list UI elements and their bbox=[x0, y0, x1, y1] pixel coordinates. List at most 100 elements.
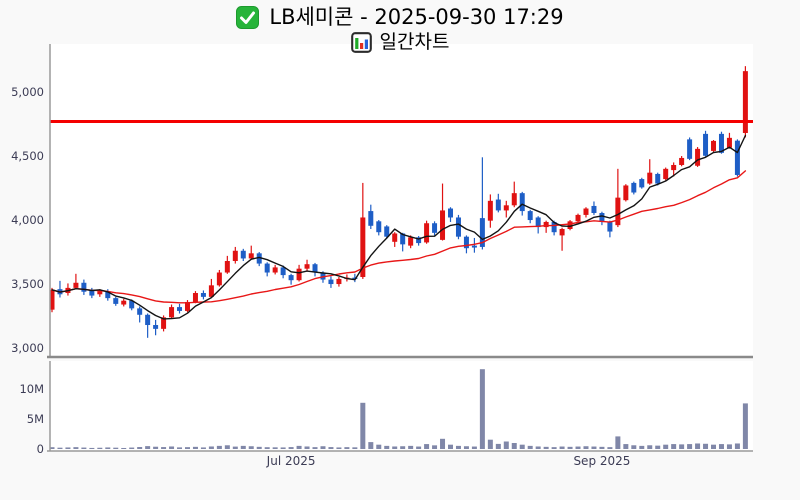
volume-bar bbox=[240, 445, 246, 449]
volume-bar bbox=[153, 446, 159, 449]
volume-bar bbox=[535, 446, 541, 449]
x-tick-label: Jul 2025 bbox=[266, 454, 316, 468]
volume-bar bbox=[97, 447, 103, 449]
candle-down bbox=[384, 226, 390, 237]
candle-up bbox=[575, 214, 581, 222]
candle-up bbox=[169, 307, 175, 318]
volume-bar bbox=[479, 369, 485, 449]
candle-down bbox=[376, 221, 382, 233]
candle-up bbox=[559, 228, 565, 236]
volume-bar bbox=[49, 447, 55, 449]
volume-bar bbox=[400, 446, 406, 449]
volume-bar bbox=[615, 436, 621, 449]
volume-bar bbox=[360, 402, 366, 449]
candle-up bbox=[440, 210, 446, 240]
candle-up bbox=[543, 221, 549, 228]
volume-bar bbox=[607, 447, 613, 449]
volume-bar bbox=[623, 444, 629, 449]
candle-down bbox=[264, 263, 270, 273]
axis-labels: 3,000 3,500 4,000 4,500 5,000 0 5M 10M Jul 2025 S… bbox=[11, 85, 630, 468]
candle-down bbox=[495, 199, 501, 211]
check-box-icon bbox=[236, 5, 260, 29]
volume-bar bbox=[272, 447, 278, 449]
candle-down bbox=[527, 211, 533, 221]
volume-bar bbox=[320, 446, 326, 449]
volume-bar bbox=[81, 447, 87, 449]
candle-up bbox=[208, 285, 214, 297]
candle-up bbox=[248, 253, 254, 259]
candle-up bbox=[408, 237, 414, 246]
candle-down bbox=[432, 223, 438, 233]
candle-down bbox=[400, 233, 406, 245]
volume-bar bbox=[192, 446, 198, 449]
volume-bar bbox=[129, 447, 135, 449]
volume-bar bbox=[575, 446, 581, 449]
volume-bar bbox=[312, 447, 318, 449]
volume-bar bbox=[718, 444, 724, 449]
volume-bar bbox=[424, 444, 430, 449]
price-tick-label: 5,000 bbox=[11, 85, 44, 99]
candle-down bbox=[145, 314, 151, 326]
candle-down bbox=[89, 290, 95, 296]
volume-bar bbox=[663, 444, 669, 449]
volume-bar bbox=[703, 443, 709, 449]
candle-down bbox=[113, 298, 119, 304]
volume-bar bbox=[408, 445, 414, 449]
chart-subtitle: 일간차트 bbox=[379, 31, 450, 53]
candle-up bbox=[615, 197, 621, 226]
volume-tick-label: 10M bbox=[19, 382, 44, 396]
candle-up bbox=[121, 300, 127, 305]
candle-up bbox=[695, 148, 701, 166]
candle-down bbox=[535, 217, 541, 228]
candle-down bbox=[129, 300, 135, 309]
candle-up bbox=[161, 317, 167, 329]
chart-subtitle-row: 일간차트 bbox=[0, 31, 800, 54]
volume-bar bbox=[583, 446, 589, 449]
candle-down bbox=[200, 293, 206, 297]
volume-bar bbox=[256, 446, 262, 449]
candle-down bbox=[591, 205, 597, 213]
volume-bar bbox=[416, 446, 422, 449]
volume-bar bbox=[440, 438, 446, 449]
candle-down bbox=[312, 264, 318, 273]
candle-down bbox=[471, 245, 477, 248]
candle-down bbox=[416, 237, 422, 244]
volume-bar bbox=[376, 444, 382, 449]
candle-down bbox=[280, 267, 286, 276]
candle-up bbox=[232, 250, 238, 262]
volume-bar bbox=[599, 446, 605, 449]
volume-bar bbox=[551, 447, 557, 449]
candle-down bbox=[81, 282, 87, 292]
candle-up bbox=[97, 291, 103, 295]
volume-bar bbox=[288, 447, 294, 449]
volume-bar bbox=[591, 446, 597, 449]
volume-bar bbox=[65, 447, 71, 449]
volume-tick-label: 0 bbox=[37, 442, 44, 456]
candle-down bbox=[328, 279, 334, 285]
volume-bar bbox=[655, 445, 661, 449]
candle-down bbox=[655, 173, 661, 184]
price-pane bbox=[50, 44, 753, 356]
candle-up bbox=[192, 293, 198, 302]
price-tick-label: 4,000 bbox=[11, 213, 44, 227]
volume-bar bbox=[742, 403, 748, 449]
candle-up bbox=[487, 200, 493, 221]
chart-title: LB세미콘 - 2025-09-30 17:29 bbox=[269, 5, 564, 29]
bar-chart-icon bbox=[350, 32, 372, 53]
candle-down bbox=[288, 275, 294, 281]
candle-down bbox=[639, 179, 645, 188]
volume-bar bbox=[208, 446, 214, 449]
candle-down bbox=[718, 133, 724, 153]
candle-down bbox=[137, 308, 143, 315]
volume-bar bbox=[344, 447, 350, 449]
candle-up bbox=[336, 278, 342, 285]
volume-bar bbox=[304, 446, 310, 449]
candle-up bbox=[296, 268, 302, 281]
candle-up bbox=[679, 157, 685, 165]
candle-down bbox=[687, 139, 693, 159]
candle-down bbox=[448, 208, 453, 218]
volume-bar bbox=[248, 446, 254, 449]
volume-bar bbox=[145, 446, 151, 449]
volume-bar bbox=[113, 447, 119, 449]
